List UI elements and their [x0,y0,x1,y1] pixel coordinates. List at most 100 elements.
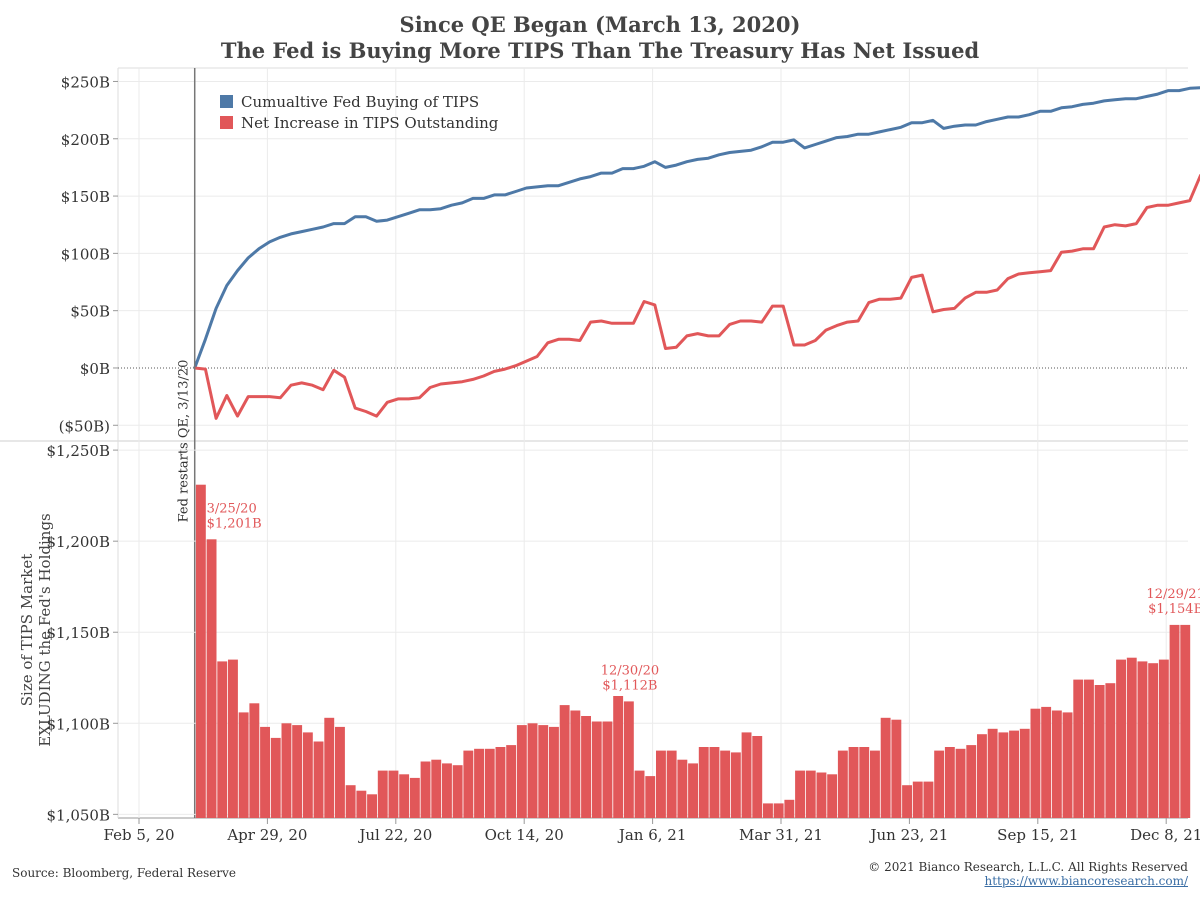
tips-bar [1009,730,1019,818]
tips-bar [730,752,741,818]
tips-bar [987,728,998,818]
tips-bar [677,759,688,818]
net-increase-line [194,173,1200,420]
tips-bar [335,726,345,818]
tips-bar [313,741,324,818]
tips-bar [880,717,891,818]
y-tick-label: $1,200B [46,533,110,551]
tips-bar [431,759,442,818]
tips-bar [688,763,698,818]
tips-bar [474,748,484,818]
tips-bar [656,750,666,818]
tips-bar [1030,708,1041,818]
tips-bar [1073,679,1084,818]
tips-bar [495,747,506,818]
tips-bar [1126,657,1137,818]
tips-bar [1137,661,1148,818]
tips-bar [763,803,773,818]
x-tick-label: Mar 31, 21 [739,826,823,844]
tips-bar [645,776,656,818]
tips-bar [805,770,816,818]
tips-bar [1051,710,1062,818]
tips-bar [228,659,238,818]
y-tick-label: $100B [61,245,110,263]
legend-swatch [220,95,233,108]
y-tick-label: $50B [70,303,110,321]
y-tick-label: $0B [80,360,110,378]
x-tick-label: Feb 5, 20 [103,826,174,844]
tips-bar [870,750,880,818]
y-tick-label: $1,100B [46,715,110,733]
tips-bar [741,732,752,818]
tips-bar [442,763,452,818]
y-tick-label: $150B [61,188,110,206]
x-tick-label: Dec 8, 21 [1130,826,1200,844]
tips-bar [356,790,367,818]
tips-bar [217,661,228,818]
tips-bar [292,725,303,818]
tips-bar [944,747,955,818]
tips-bar [1094,685,1105,818]
tips-bar [923,781,934,818]
tips-bar [848,747,859,818]
x-tick-label: Apr 29, 20 [226,826,307,844]
tips-bar [270,737,281,818]
tips-bar [1148,663,1159,818]
tips-bar [570,710,581,818]
bar-annotation-value: $1,112B [602,678,657,693]
bar-annotation-date: 12/29/21 [1146,587,1200,602]
tips-bar [367,794,377,818]
tips-bar [549,726,559,818]
tips-bar [977,734,987,818]
tips-bar [527,723,538,818]
tips-bar [602,721,613,818]
legend-label: Net Increase in TIPS Outstanding [241,114,499,132]
y-tick-label: $1,250B [46,442,110,460]
tips-bar [623,701,634,818]
tips-bar [377,770,388,818]
source-note: Source: Bloomberg, Federal Reserve [12,866,237,880]
tips-bar [516,725,527,818]
tips-bar [452,765,463,818]
tips-bar [720,750,731,818]
x-tick-label: Sep 15, 21 [997,826,1078,844]
tips-bar [506,745,517,818]
tips-bar [463,750,474,818]
tips-bar [1169,624,1180,818]
tips-bar [324,717,335,818]
tips-bar [784,799,795,818]
tips-bar [399,774,410,818]
y-axis-title: Size of TIPS MarketEXLUDING the Fed's Ho… [18,513,54,747]
tips-bar [998,732,1009,818]
qe-start-label: Fed restarts QE, 3/13/20 [177,360,192,523]
y-tick-label: $1,150B [46,624,110,642]
tips-bar [1062,712,1073,818]
website-link[interactable]: https://www.biancoresearch.com/ [984,874,1188,888]
tips-bar [206,539,217,818]
tips-bar [709,747,720,818]
y-tick-label: $250B [61,73,110,91]
tips-bar [409,777,420,818]
tips-bar [1041,706,1052,818]
bar-annotation-date: 12/30/20 [601,663,659,678]
tips-bar [591,721,602,818]
tips-bar [345,785,356,818]
tips-bar [795,770,805,818]
tips-bar [238,712,249,818]
tips-bar [249,703,260,818]
tips-bar [195,484,206,818]
tips-bar [281,723,292,818]
bar-annotation-date: 3/25/20 [207,501,257,516]
tips-bar [1158,659,1169,818]
tips-bar [634,770,645,818]
bar-annotation-value: $1,154B [1148,602,1200,617]
tips-bar [538,725,549,818]
tips-bar [420,761,431,818]
x-tick-label: Jun 23, 21 [868,826,948,844]
tips-bar [891,719,902,818]
bar-annotation-value: $1,201B [207,516,262,531]
copyright-note: © 2021 Bianco Research, L.L.C. All Right… [868,860,1188,874]
tips-bar [859,747,870,818]
tips-bar [1116,659,1126,818]
chart-title-line2: The Fed is Buying More TIPS Than The Tre… [220,38,980,63]
